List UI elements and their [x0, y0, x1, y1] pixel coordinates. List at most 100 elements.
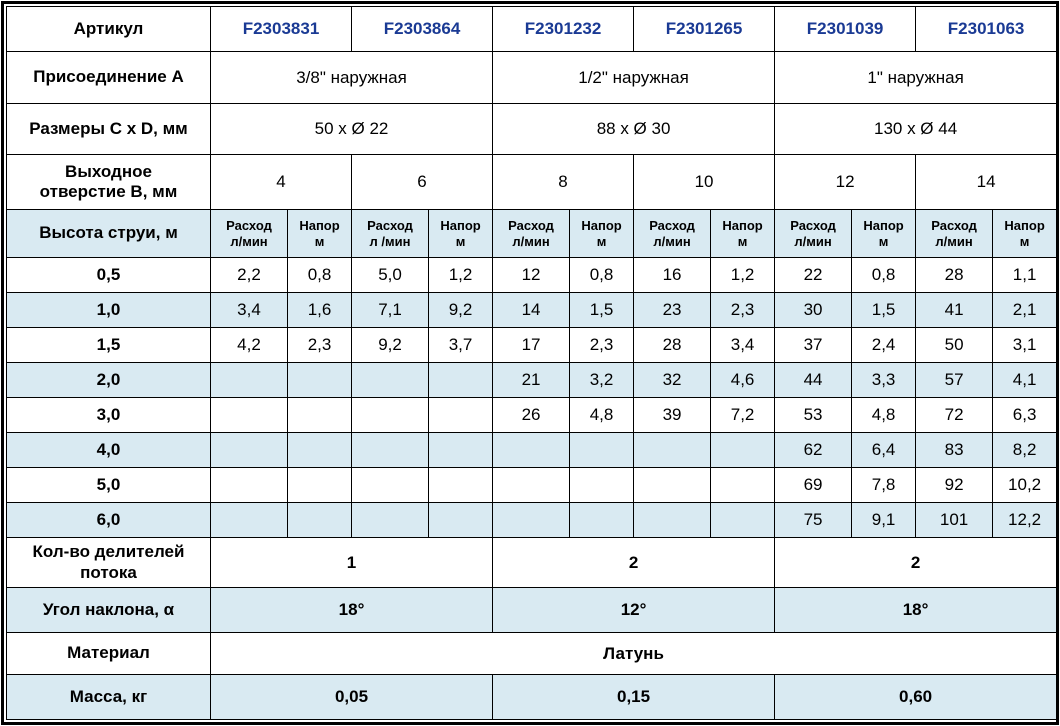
flow-value: 12: [492, 257, 571, 293]
mass-value: 0,60: [774, 674, 1058, 720]
flow-value: [210, 432, 288, 468]
head-value: [428, 397, 494, 433]
dimensions-row-label: Размеры C x D, мм: [6, 103, 211, 155]
head-value: [286, 362, 353, 398]
connection-row-label: Присоединение А: [6, 51, 211, 104]
connection-value: 1/2" наружная: [492, 51, 776, 104]
head-value: [569, 502, 635, 538]
article-row-label: Артикул: [6, 6, 211, 52]
mass-row-label: Масса, кг: [6, 674, 211, 720]
head-value: 2,3: [286, 327, 353, 363]
flow-value: [210, 397, 288, 433]
head-value: [569, 467, 635, 503]
head-value: 1,5: [851, 292, 917, 328]
head-value: 7,2: [710, 397, 776, 433]
table-row: 3,0 26 4,8 39 7,2 53 4,8 72 6,3: [6, 397, 1058, 433]
flow-value: [210, 502, 288, 538]
head-value: [286, 502, 353, 538]
connection-row: Присоединение А 3/8" наружная 1/2" наруж…: [6, 51, 1058, 104]
mass-value: 0,05: [209, 674, 494, 720]
dimensions-value: 88 x Ø 30: [492, 103, 776, 155]
flow-value: [633, 502, 712, 538]
article-number: F2301265: [633, 6, 776, 52]
head-header-cell: Напор м: [851, 209, 917, 258]
mass-value: 0,15: [492, 674, 776, 720]
flow-header-cell: Расход л /мин: [351, 209, 430, 258]
head-value: 3,4: [710, 327, 776, 363]
outlet-row: Выходное отверстие В, мм 4 6 8 10 12 14: [6, 154, 1058, 210]
connection-value: 1" наружная: [774, 51, 1058, 104]
flow-value: 32: [633, 362, 712, 398]
angle-value: 18°: [209, 587, 494, 633]
article-number: F2301039: [774, 6, 917, 52]
flow-value: [492, 502, 571, 538]
flow-value: 53: [774, 397, 853, 433]
flow-value: 72: [915, 397, 994, 433]
article-number: F2303831: [209, 6, 353, 52]
flow-value: 69: [774, 467, 853, 503]
outlet-size: 8: [492, 154, 635, 210]
flow-value: [633, 432, 712, 468]
flow-value: [351, 397, 430, 433]
flow-value: [351, 362, 430, 398]
jet-height-value: 2,0: [6, 362, 211, 398]
table-row: 1,5 4,2 2,3 9,2 3,7 17 2,3 28 3,4 37 2,4…: [6, 327, 1058, 363]
dividers-row: Кол-во делителей потока 1 2 2: [6, 537, 1058, 588]
flow-value: [492, 432, 571, 468]
material-value: Латунь: [209, 632, 1058, 675]
head-value: [710, 432, 776, 468]
head-value: 3,7: [428, 327, 494, 363]
dimensions-value: 50 x Ø 22: [209, 103, 494, 155]
flow-value: 83: [915, 432, 994, 468]
table-row: 5,0 69 7,8 92 10,2: [6, 467, 1058, 503]
head-header-cell: Напор м: [992, 209, 1058, 258]
table-row: 4,0 62 6,4 83 8,2: [6, 432, 1058, 468]
flow-header-cell: Расход л/мин: [774, 209, 853, 258]
head-value: 4,1: [992, 362, 1058, 398]
flow-value: 9,2: [351, 327, 430, 363]
jet-header-row: Высота струи, м Расход л/мин Напор м Рас…: [6, 209, 1058, 258]
article-number: F2303864: [351, 6, 494, 52]
flow-header-cell: Расход л/мин: [633, 209, 712, 258]
material-row: Материал Латунь: [6, 632, 1058, 675]
flow-header-cell: Расход л/мин: [492, 209, 571, 258]
head-value: 1,6: [286, 292, 353, 328]
head-value: [428, 362, 494, 398]
head-value: [569, 432, 635, 468]
outlet-size: 14: [915, 154, 1058, 210]
head-header-cell: Напор м: [569, 209, 635, 258]
table-row: 6,0 75 9,1 101 12,2: [6, 502, 1058, 538]
head-value: 4,8: [851, 397, 917, 433]
outlet-size: 6: [351, 154, 494, 210]
head-value: 0,8: [286, 257, 353, 293]
flow-value: 7,1: [351, 292, 430, 328]
angle-row-label: Угол наклона, α: [6, 587, 211, 633]
head-value: 0,8: [569, 257, 635, 293]
flow-value: 26: [492, 397, 571, 433]
head-value: [286, 432, 353, 468]
head-value: 2,3: [569, 327, 635, 363]
flow-value: 41: [915, 292, 994, 328]
head-value: 9,1: [851, 502, 917, 538]
head-value: [710, 467, 776, 503]
flow-value: [492, 467, 571, 503]
flow-value: [633, 467, 712, 503]
angle-value: 12°: [492, 587, 776, 633]
flow-value: 50: [915, 327, 994, 363]
outlet-row-label: Выходное отверстие В, мм: [6, 154, 211, 210]
flow-value: 14: [492, 292, 571, 328]
jet-height-value: 5,0: [6, 467, 211, 503]
product-spec-table: Артикул F2303831 F2303864 F2301232 F2301…: [6, 6, 1058, 720]
jet-header-label: Высота струи, м: [6, 209, 211, 258]
flow-value: [351, 467, 430, 503]
jet-height-value: 3,0: [6, 397, 211, 433]
head-value: 10,2: [992, 467, 1058, 503]
flow-value: 37: [774, 327, 853, 363]
mass-row: Масса, кг 0,05 0,15 0,60: [6, 674, 1058, 720]
dividers-value: 2: [492, 537, 776, 588]
jet-height-value: 0,5: [6, 257, 211, 293]
flow-value: 28: [633, 327, 712, 363]
jet-height-value: 4,0: [6, 432, 211, 468]
head-value: 7,8: [851, 467, 917, 503]
connection-value: 3/8" наружная: [209, 51, 494, 104]
